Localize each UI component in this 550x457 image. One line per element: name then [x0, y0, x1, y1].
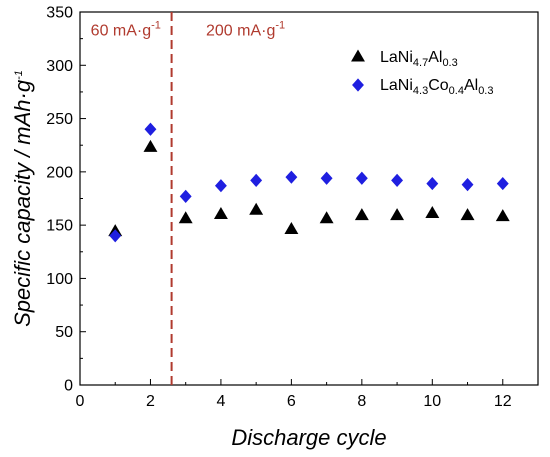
rate-annotation-rate2: 200 mA·g-1 [206, 19, 285, 39]
x-tick-label: 0 [76, 393, 85, 410]
data-point [460, 208, 475, 221]
legend-label-part: Al [464, 77, 478, 94]
data-point [320, 171, 333, 185]
data-point [213, 207, 228, 220]
legend-label: LaNi4.7Al0.3 [380, 49, 458, 69]
x-axis-title: Discharge cycle [231, 425, 386, 450]
data-point [144, 122, 157, 136]
data-point [284, 221, 299, 234]
data-point [355, 171, 368, 185]
y-tick-label: 0 [64, 378, 73, 395]
data-point [319, 211, 334, 224]
legend-label-part: LaNi [380, 77, 413, 94]
legend-label-part: 0.3 [442, 57, 457, 69]
legend-label-part: Al [428, 49, 442, 66]
data-point [250, 173, 263, 187]
plot-frame [79, 11, 539, 386]
data-point [143, 139, 158, 152]
rate-annotation-sup: -1 [275, 19, 285, 31]
x-tick-label: 10 [423, 393, 441, 410]
legend-label-part: LaNi [380, 49, 413, 66]
series-1 [108, 139, 510, 237]
rate-annotation-base: 200 mA·g [206, 22, 275, 39]
x-tick-label: 12 [494, 393, 512, 410]
data-point [496, 176, 509, 191]
y-axis-title-sup: -1 [13, 70, 25, 80]
data-point [391, 173, 404, 187]
y-tick-label: 250 [46, 111, 73, 128]
legend-label-part: Co [428, 77, 449, 94]
y-axis-title: Specific capacity / mAh·g-1 [10, 70, 35, 327]
data-point [461, 178, 474, 192]
rate-annotation-rate1: 60 mA·g-1 [91, 19, 161, 39]
legend-label-part: 4.3 [413, 85, 428, 97]
legend-marker [351, 49, 365, 62]
legend-marker [352, 78, 364, 92]
data-point [249, 202, 264, 215]
series-2 [109, 122, 509, 243]
legend-label-part: 0.4 [449, 85, 464, 97]
data-point [426, 176, 439, 191]
y-tick-label: 350 [46, 5, 73, 22]
x-tick-label: 8 [357, 393, 366, 410]
data-point [354, 208, 369, 221]
data-point [179, 189, 192, 203]
data-point [390, 208, 405, 221]
legend-label-part: 0.3 [478, 85, 493, 97]
data-point [285, 170, 298, 184]
y-tick-label: 100 [46, 271, 73, 288]
data-point [425, 205, 440, 218]
legend-label: LaNi4.3Co0.4Al0.3 [380, 77, 493, 97]
y-tick-label: 200 [46, 164, 73, 181]
data-point [495, 209, 510, 222]
data-point [214, 179, 227, 193]
rate-annotation-sup: -1 [151, 19, 161, 31]
y-axis-title-base: Specific capacity / mAh·g [10, 79, 35, 327]
x-tick-label: 4 [216, 393, 225, 410]
rate-annotation-base: 60 mA·g [91, 22, 151, 39]
x-tick-label: 6 [287, 393, 296, 410]
data-point [178, 211, 193, 224]
legend-label-part: 4.7 [413, 57, 428, 69]
y-tick-label: 300 [46, 58, 73, 75]
x-tick-label: 2 [146, 393, 155, 410]
y-tick-label: 50 [55, 324, 73, 341]
data-point [109, 229, 122, 243]
y-tick-label: 150 [46, 218, 73, 235]
